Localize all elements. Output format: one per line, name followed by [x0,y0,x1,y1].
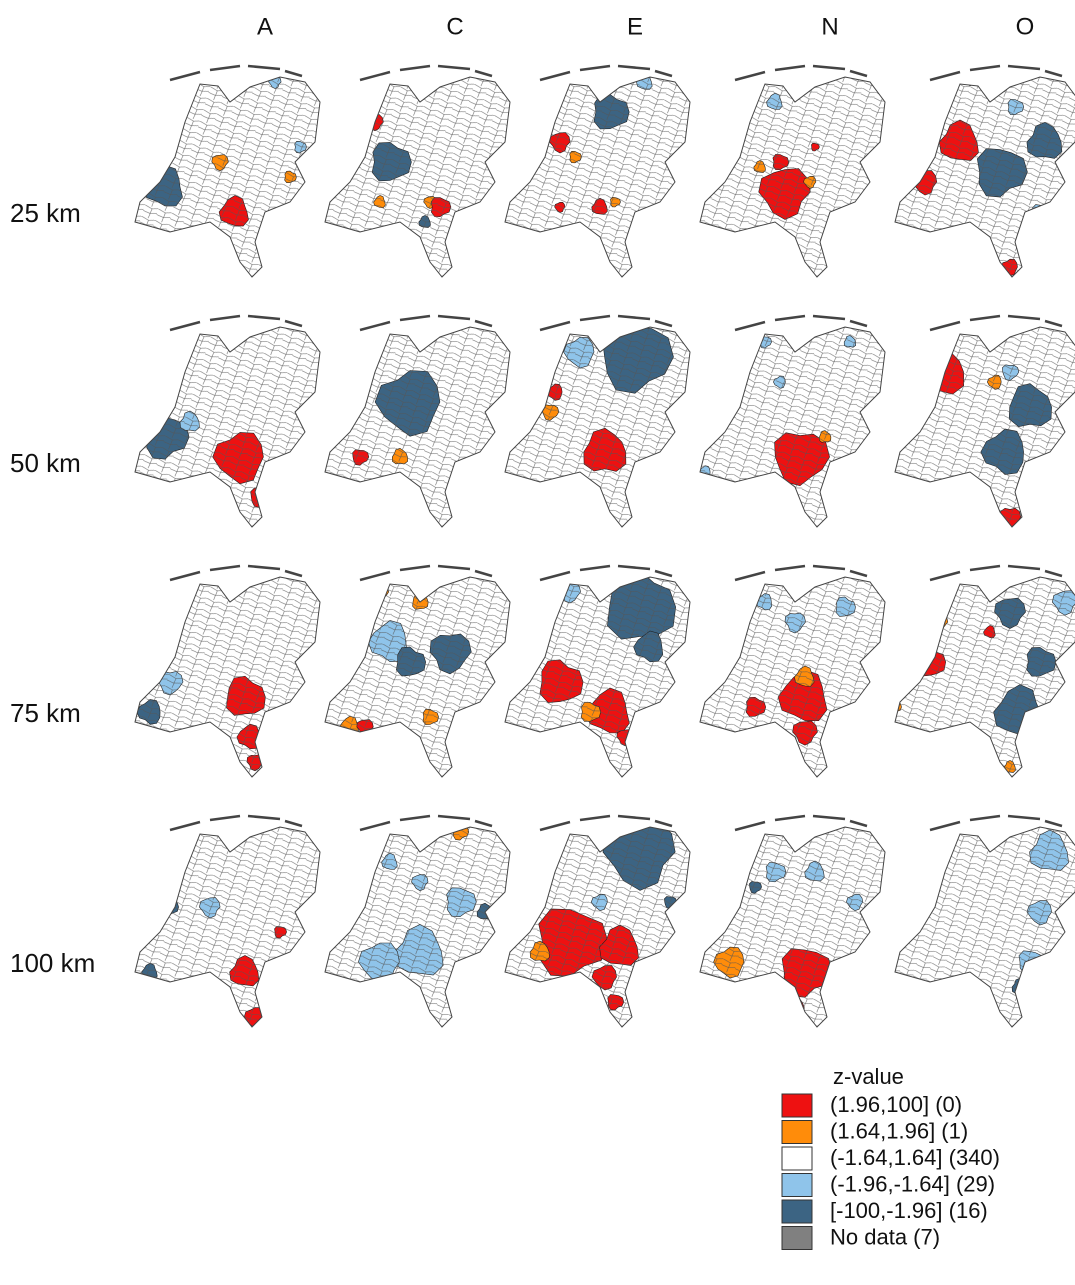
map [695,812,890,1032]
legend-label: (1.96,100] (0) [830,1092,962,1117]
municipalities [130,812,325,1032]
municipalities [130,562,325,782]
regions [890,62,1075,282]
municipalities [890,562,1075,782]
legend-label: (-1.64,1.64] (340) [830,1145,1000,1170]
regions [695,562,890,782]
figure: A C E N O 25 km 50 km 75 km 100 km z-value (1.96,1… [0,0,1075,1280]
municipalities [320,312,515,532]
regions [500,62,695,282]
column-label: E [627,13,643,40]
row-label: 100 km [10,948,95,978]
row-label: 75 km [10,698,81,728]
map [890,312,1075,532]
municipalities [500,812,695,1032]
municipalities [890,812,1075,1032]
map [320,312,515,532]
regions [500,562,695,782]
map [500,62,695,282]
municipalities [320,562,515,782]
regions [890,812,1075,1032]
regions [320,562,515,782]
legend-label: No data (7) [830,1224,940,1249]
regions [130,62,325,282]
legend-label: (1.64,1.96] (1) [830,1118,968,1143]
map [500,312,695,532]
regions [500,812,695,1032]
municipalities [320,62,515,282]
map [500,812,695,1032]
legend-label: [-100,-1.96] (16) [830,1198,988,1223]
map [320,562,515,782]
column-label: O [1016,13,1035,40]
municipalities [695,562,890,782]
regions [890,312,1075,532]
regions [890,562,1075,782]
map [320,812,515,1032]
map [695,312,890,532]
municipalities [890,62,1075,282]
municipalities [695,812,890,1032]
regions [695,62,890,282]
map [695,62,890,282]
map [130,812,325,1032]
regions [320,312,515,532]
municipalities [890,312,1075,532]
map [890,62,1075,282]
regions [130,562,325,782]
column-label: C [446,13,463,40]
map [130,562,325,782]
municipalities [695,312,890,532]
legend-swatch [782,1121,812,1144]
legend-swatch [782,1147,812,1170]
legend-swatch [782,1094,812,1117]
map [890,812,1075,1032]
legend-title: z-value [833,1064,904,1089]
map [130,62,325,282]
legend-swatch [782,1227,812,1250]
column-label: A [257,13,273,40]
legend-swatch [782,1200,812,1223]
regions [695,812,890,1032]
region [367,333,383,349]
regions [130,812,325,1032]
municipalities [130,62,325,282]
map [130,312,325,532]
municipalities [320,812,515,1032]
column-label: N [821,13,838,40]
regions [320,812,515,1032]
row-label: 25 km [10,198,81,228]
municipalities [130,312,325,532]
map [500,562,695,782]
municipalities [500,62,695,282]
regions [500,312,695,532]
municipalities [500,562,695,782]
map [320,62,515,282]
legend-swatch [782,1174,812,1197]
legend-label: (-1.96,-1.64] (29) [830,1171,995,1196]
row-label: 50 km [10,448,81,478]
regions [695,312,890,532]
map [695,562,890,782]
regions [130,312,325,532]
municipalities [500,312,695,532]
municipalities [695,62,890,282]
map [890,562,1075,782]
regions [320,62,515,282]
region [962,70,979,86]
region [143,979,159,994]
